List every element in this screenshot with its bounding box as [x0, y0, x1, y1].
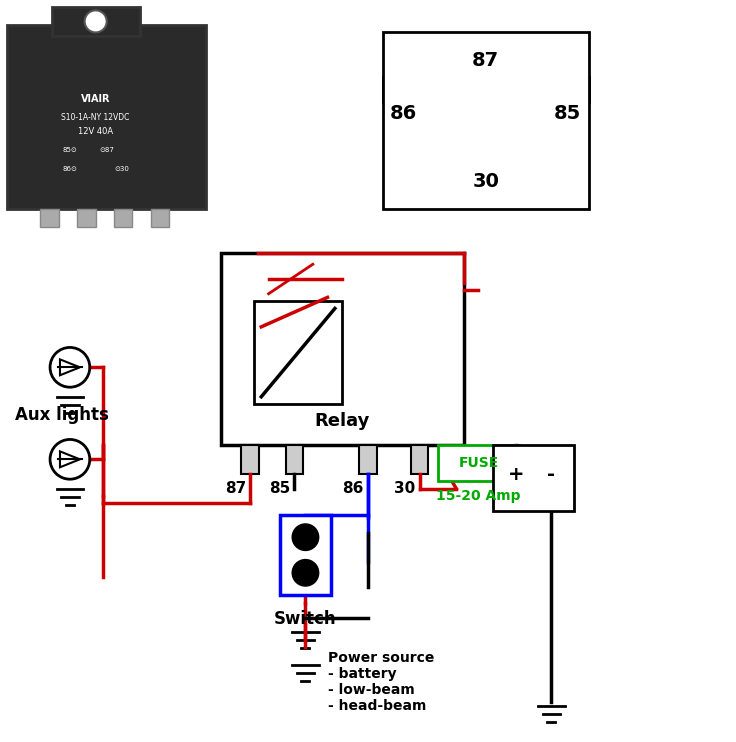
Text: 85⊙: 85⊙ — [63, 147, 77, 153]
Text: 86: 86 — [390, 104, 417, 123]
FancyBboxPatch shape — [40, 209, 59, 228]
FancyBboxPatch shape — [280, 514, 331, 596]
FancyBboxPatch shape — [254, 301, 342, 404]
Text: 85: 85 — [269, 482, 290, 496]
Text: Switch: Switch — [274, 610, 337, 628]
Text: 30: 30 — [473, 171, 499, 191]
FancyBboxPatch shape — [493, 444, 574, 510]
Text: 86⊙: 86⊙ — [63, 165, 77, 171]
Text: S10-1A-NY 12VDC: S10-1A-NY 12VDC — [62, 113, 130, 122]
Text: 15-20 Amp: 15-20 Amp — [436, 489, 520, 503]
Text: +: + — [508, 465, 524, 484]
Text: Relay: Relay — [314, 412, 370, 430]
FancyBboxPatch shape — [286, 444, 303, 474]
Circle shape — [292, 524, 319, 551]
FancyBboxPatch shape — [411, 444, 428, 474]
FancyBboxPatch shape — [7, 25, 206, 209]
Circle shape — [292, 559, 319, 586]
Text: -: - — [548, 465, 556, 484]
FancyBboxPatch shape — [438, 444, 519, 482]
Text: ⊙30: ⊙30 — [114, 165, 129, 171]
Text: 86: 86 — [342, 482, 364, 496]
FancyBboxPatch shape — [52, 7, 140, 36]
Text: 87: 87 — [225, 482, 246, 496]
FancyBboxPatch shape — [151, 209, 169, 228]
FancyBboxPatch shape — [221, 253, 464, 444]
Text: 30: 30 — [394, 482, 415, 496]
Text: 85: 85 — [554, 104, 581, 123]
Text: 12V 40A: 12V 40A — [78, 128, 113, 137]
FancyBboxPatch shape — [359, 444, 377, 474]
Text: 87: 87 — [473, 51, 499, 70]
FancyBboxPatch shape — [77, 209, 96, 228]
Text: VIAIR: VIAIR — [81, 93, 110, 104]
Text: FUSE: FUSE — [459, 456, 498, 470]
Text: ⊙87: ⊙87 — [99, 147, 114, 153]
Circle shape — [85, 10, 107, 33]
FancyBboxPatch shape — [383, 33, 589, 209]
Text: Power source
- battery
- low-beam
- head-beam: Power source - battery - low-beam - head… — [328, 651, 434, 713]
FancyBboxPatch shape — [114, 209, 132, 228]
FancyBboxPatch shape — [241, 444, 259, 474]
Text: Aux lights: Aux lights — [15, 406, 109, 424]
